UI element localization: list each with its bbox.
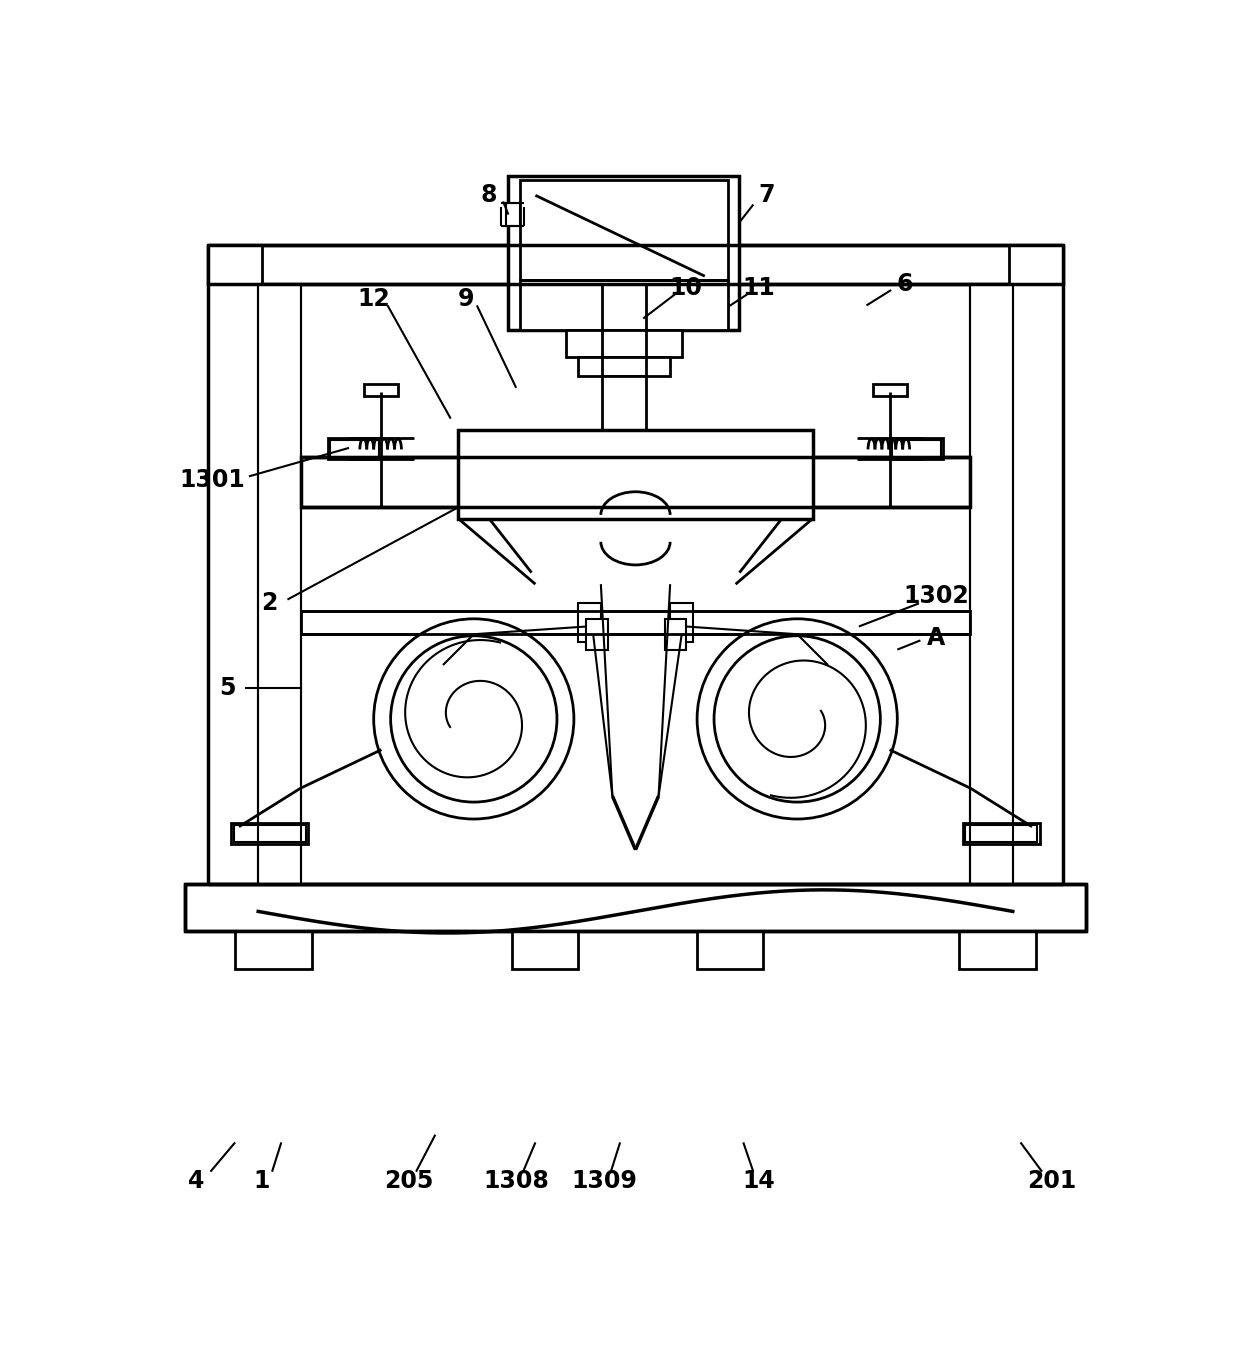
Text: 5: 5 — [219, 676, 236, 701]
Text: A: A — [926, 627, 945, 650]
Bar — [587, 618, 608, 650]
Bar — [208, 245, 1063, 284]
Bar — [506, 203, 520, 226]
Bar — [185, 884, 1086, 931]
Circle shape — [714, 636, 880, 802]
Bar — [327, 437, 382, 459]
Bar — [603, 376, 646, 476]
Text: 1302: 1302 — [903, 584, 968, 607]
Text: 205: 205 — [383, 1169, 433, 1193]
Circle shape — [373, 618, 574, 818]
Bar — [258, 284, 300, 884]
Bar — [233, 825, 306, 842]
Bar — [965, 825, 1038, 842]
Text: 10: 10 — [670, 276, 702, 300]
Text: 6: 6 — [897, 271, 913, 296]
Bar — [365, 384, 398, 396]
Bar — [520, 180, 728, 280]
Bar — [889, 437, 944, 459]
Bar — [459, 430, 812, 518]
Text: 2: 2 — [262, 591, 278, 616]
Text: 12: 12 — [357, 288, 391, 311]
Bar — [971, 284, 1013, 884]
Bar — [208, 245, 262, 884]
Bar — [959, 931, 1035, 969]
Bar — [567, 330, 682, 356]
Bar — [962, 823, 1040, 845]
Bar — [1009, 245, 1063, 884]
Text: 8: 8 — [481, 184, 497, 207]
Bar — [578, 603, 601, 642]
Circle shape — [391, 636, 557, 802]
Bar — [508, 175, 739, 330]
Bar — [520, 280, 728, 330]
Bar — [670, 603, 693, 642]
Bar — [697, 931, 763, 969]
Bar — [300, 611, 971, 635]
Bar — [892, 440, 941, 457]
Text: 1: 1 — [254, 1169, 270, 1193]
Bar — [512, 931, 578, 969]
Text: 9: 9 — [458, 288, 475, 311]
Bar — [236, 931, 312, 969]
Bar — [873, 384, 906, 396]
Bar — [330, 440, 379, 457]
Text: 11: 11 — [743, 276, 775, 300]
Text: 1301: 1301 — [179, 469, 244, 492]
Text: 1309: 1309 — [572, 1169, 637, 1193]
Text: 14: 14 — [743, 1169, 775, 1193]
Bar — [665, 618, 686, 650]
Bar — [300, 457, 971, 507]
Bar — [231, 823, 309, 845]
Text: 1308: 1308 — [484, 1169, 549, 1193]
Text: 201: 201 — [1027, 1169, 1076, 1193]
Circle shape — [697, 618, 898, 818]
Text: 4: 4 — [188, 1169, 205, 1193]
Text: 7: 7 — [758, 184, 775, 207]
Bar — [578, 356, 670, 376]
